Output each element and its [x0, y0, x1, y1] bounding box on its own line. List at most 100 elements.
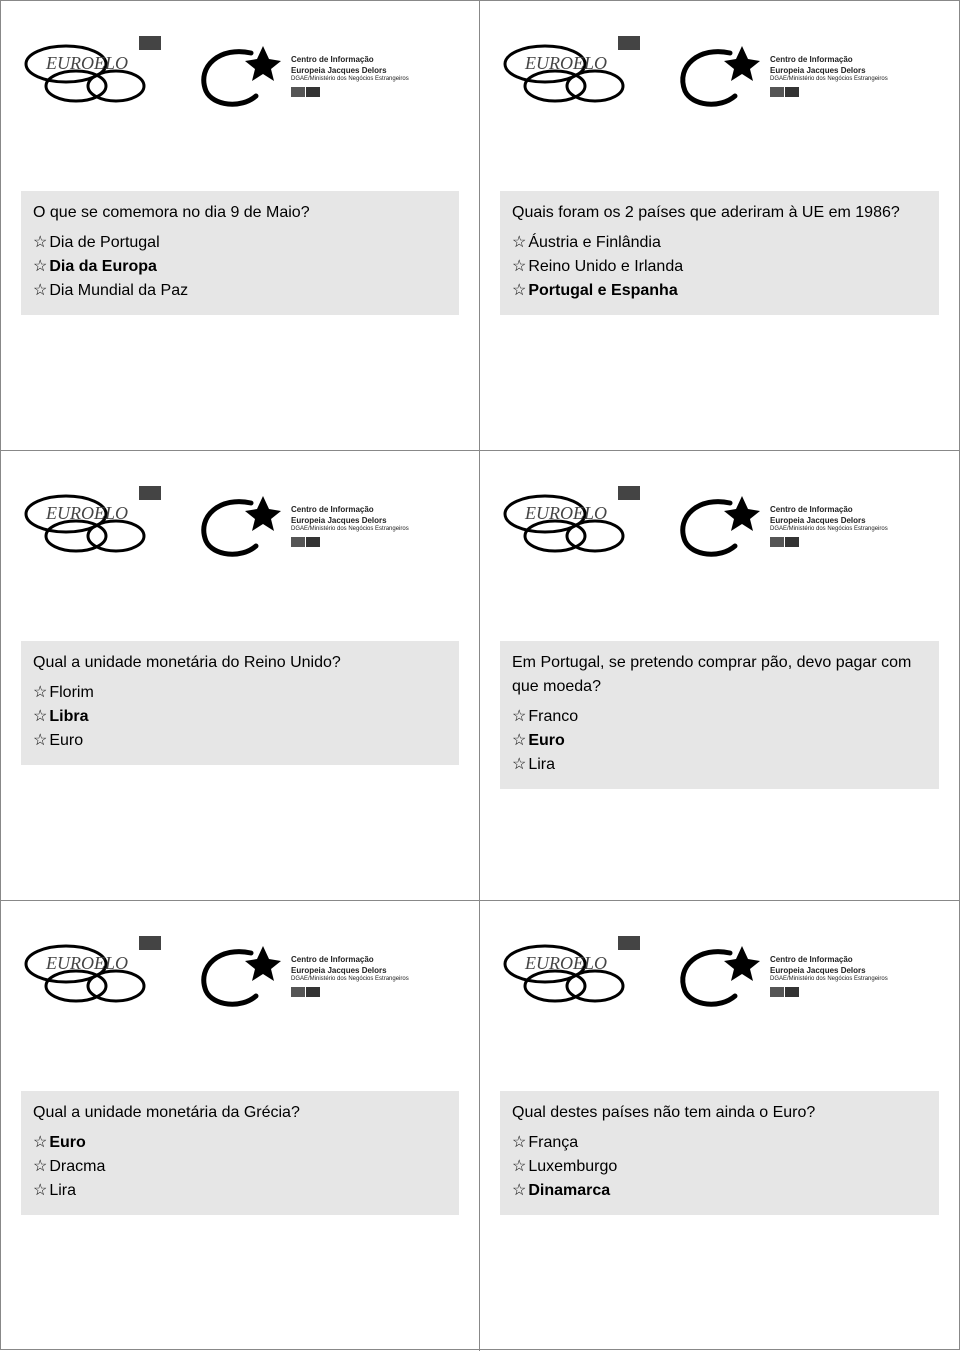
mini-flags	[291, 537, 409, 547]
info-text-block: Centro de Informação Europeia Jacques De…	[770, 505, 888, 547]
option: Dinamarca	[512, 1179, 927, 1203]
svg-text:EUROELO: EUROELO	[45, 953, 128, 973]
flag-icon	[770, 87, 784, 97]
svg-text:EUROELO: EUROELO	[524, 53, 607, 73]
info-line1: Centro de Informação	[291, 505, 409, 515]
option: Euro	[33, 729, 447, 753]
c-logo	[670, 941, 760, 1011]
question-box: Qual destes países não tem ainda o Euro?…	[500, 1091, 939, 1215]
option: Dia da Europa	[33, 255, 447, 279]
info-line2: Europeia Jacques Delors	[770, 966, 888, 976]
euroelo-logo: EUROELO	[21, 936, 171, 1016]
info-text-block: Centro de Informação Europeia Jacques De…	[770, 955, 888, 997]
header-logos: EUROELO Centro de Informação Europeia Ja…	[500, 31, 939, 121]
info-text-block: Centro de Informação Europeia Jacques De…	[291, 505, 409, 547]
mini-flags	[770, 987, 888, 997]
eu-flag-icon	[139, 36, 161, 50]
option: Dracma	[33, 1155, 447, 1179]
eu-flag-icon	[618, 36, 640, 50]
svg-text:EUROELO: EUROELO	[524, 503, 607, 523]
mini-flags	[770, 87, 888, 97]
info-text-block: Centro de Informação Europeia Jacques De…	[291, 55, 409, 97]
question-text: Quais foram os 2 países que aderiram à U…	[512, 201, 927, 225]
c-logo	[191, 941, 281, 1011]
question-text: Em Portugal, se pretendo comprar pão, de…	[512, 651, 927, 699]
info-line1: Centro de Informação	[770, 55, 888, 65]
c-logo	[191, 41, 281, 111]
flag-icon	[770, 987, 784, 997]
info-line3: DGAE/Ministério dos Negócios Estrangeiro…	[770, 76, 888, 84]
option: Lira	[512, 753, 927, 777]
svg-text:EUROELO: EUROELO	[45, 503, 128, 523]
header-logos: EUROELO Centro de Informação Europeia Ja…	[21, 481, 459, 571]
option: Reino Unido e Irlanda	[512, 255, 927, 279]
info-line2: Europeia Jacques Delors	[770, 66, 888, 76]
euroelo-logo: EUROELO	[500, 936, 650, 1016]
card-6: EUROELO Centro de Informação Europeia Ja…	[480, 901, 959, 1351]
card-5: EUROELO Centro de Informação Europeia Ja…	[1, 901, 480, 1351]
option: Portugal e Espanha	[512, 279, 927, 303]
mini-flags	[291, 987, 409, 997]
option: Dia de Portugal	[33, 231, 447, 255]
flag-icon	[306, 87, 320, 97]
info-line3: DGAE/Ministério dos Negócios Estrangeiro…	[770, 976, 888, 984]
info-line1: Centro de Informação	[291, 55, 409, 65]
flag-icon	[291, 987, 305, 997]
header-logos: EUROELO Centro de Informação Europeia Ja…	[500, 931, 939, 1021]
question-text: Qual a unidade monetária da Grécia?	[33, 1101, 447, 1125]
info-line1: Centro de Informação	[770, 955, 888, 965]
header-logos: EUROELO Centro de Informação Europeia Ja…	[21, 31, 459, 121]
option: Luxemburgo	[512, 1155, 927, 1179]
info-text-block: Centro de Informação Europeia Jacques De…	[291, 955, 409, 997]
c-logo	[670, 41, 760, 111]
header-logos: EUROELO Centro de Informação Europeia Ja…	[21, 931, 459, 1021]
question-box: Em Portugal, se pretendo comprar pão, de…	[500, 641, 939, 789]
question-text: Qual a unidade monetária do Reino Unido?	[33, 651, 447, 675]
flag-icon	[306, 987, 320, 997]
header-logos: EUROELO Centro de Informação Europeia Ja…	[500, 481, 939, 571]
eu-flag-icon	[618, 936, 640, 950]
flag-icon	[306, 537, 320, 547]
c-logo	[670, 491, 760, 561]
option: Dia Mundial da Paz	[33, 279, 447, 303]
info-line2: Europeia Jacques Delors	[291, 966, 409, 976]
info-line1: Centro de Informação	[770, 505, 888, 515]
option: Euro	[33, 1131, 447, 1155]
question-text: Qual destes países não tem ainda o Euro?	[512, 1101, 927, 1125]
card-grid: EUROELO Centro de Informação Europeia Ja…	[0, 0, 960, 1350]
euroelo-logo: EUROELO	[21, 486, 171, 566]
option: Áustria e Finlândia	[512, 231, 927, 255]
option: Franco	[512, 705, 927, 729]
euroelo-logo: EUROELO	[500, 36, 650, 116]
card-2: EUROELO Centro de Informação Europeia Ja…	[480, 1, 959, 451]
info-line3: DGAE/Ministério dos Negócios Estrangeiro…	[770, 526, 888, 534]
info-line3: DGAE/Ministério dos Negócios Estrangeiro…	[291, 976, 409, 984]
option: França	[512, 1131, 927, 1155]
flag-icon	[291, 537, 305, 547]
option: Euro	[512, 729, 927, 753]
info-line2: Europeia Jacques Delors	[770, 516, 888, 526]
question-box: Qual a unidade monetária do Reino Unido?…	[21, 641, 459, 765]
eu-flag-icon	[139, 936, 161, 950]
info-line2: Europeia Jacques Delors	[291, 66, 409, 76]
card-3: EUROELO Centro de Informação Europeia Ja…	[1, 451, 480, 901]
flag-icon	[785, 87, 799, 97]
c-logo	[191, 491, 281, 561]
eu-flag-icon	[139, 486, 161, 500]
flag-icon	[770, 537, 784, 547]
info-line3: DGAE/Ministério dos Negócios Estrangeiro…	[291, 76, 409, 84]
mini-flags	[291, 87, 409, 97]
info-line3: DGAE/Ministério dos Negócios Estrangeiro…	[291, 526, 409, 534]
question-text: O que se comemora no dia 9 de Maio?	[33, 201, 447, 225]
card-1: EUROELO Centro de Informação Europeia Ja…	[1, 1, 480, 451]
info-text-block: Centro de Informação Europeia Jacques De…	[770, 55, 888, 97]
option: Lira	[33, 1179, 447, 1203]
eu-flag-icon	[618, 486, 640, 500]
option: Libra	[33, 705, 447, 729]
info-line2: Europeia Jacques Delors	[291, 516, 409, 526]
euroelo-logo: EUROELO	[500, 486, 650, 566]
question-box: O que se comemora no dia 9 de Maio? Dia …	[21, 191, 459, 315]
mini-flags	[770, 537, 888, 547]
flag-icon	[785, 987, 799, 997]
svg-text:EUROELO: EUROELO	[524, 953, 607, 973]
